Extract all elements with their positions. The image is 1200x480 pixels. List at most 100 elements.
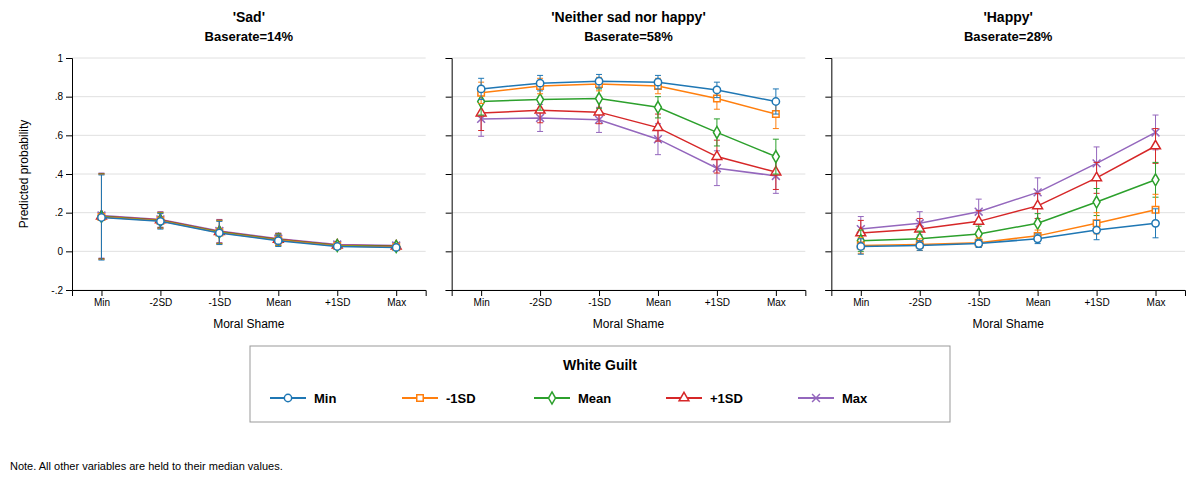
grid-line [831,174,1185,175]
point [857,243,864,250]
error-bar [1094,189,1100,216]
y-axis [825,59,832,291]
legend-item: Mean [534,391,611,406]
x-axis-title: Moral Shame [593,317,665,331]
y-axis-line [66,59,73,291]
error-bar [537,75,543,90]
point [157,218,163,224]
y-tick: .2 [55,207,72,218]
grid-line [831,251,1185,252]
panel-title: 'Happy' [983,9,1032,25]
x-tick-label: -2SD [529,297,552,308]
x-tick-mark [160,290,161,296]
x-tick-label: Max [1147,297,1166,308]
x-tick-label: Min [474,297,490,308]
y-tick-label: .2 [55,207,64,218]
grid-line [452,174,806,175]
point [334,243,340,249]
error-bar [157,214,163,229]
x-tick: Min [94,290,110,308]
error-bar [655,97,661,118]
grid-line [452,251,806,252]
y-tick-mark [446,58,452,59]
error-bar [858,239,864,254]
y-tick-mark [66,251,72,252]
error-bar [157,213,163,228]
point [393,240,400,252]
legend-label: Max [842,391,868,406]
chart: 'Sad'Baserate=14%-.20.2.4.6.81Min-2SD-1S… [0,0,1200,480]
legend-marker [284,394,291,401]
y-tick [825,290,831,291]
error-bar [596,89,602,108]
grid-line [831,58,1185,59]
series-line [861,210,1156,246]
y-tick [446,135,452,136]
x-tick: -2SD [909,290,932,308]
y-tick-mark [825,97,831,98]
panel-title: 'Neither sad nor happy' [551,9,705,25]
x-tick: -2SD [150,290,173,308]
plot-area [97,173,402,260]
y-tick-label: 1 [57,53,63,64]
series [97,174,402,259]
point [713,86,720,93]
point [1152,174,1159,186]
point [1093,196,1100,208]
panel-subtitle: Baserate=58% [584,29,673,44]
y-axis-line [446,59,453,291]
x-tick: +1SD [325,290,350,308]
y-tick-mark [66,213,72,214]
x-tick-label: Min [94,297,110,308]
x-tick-label: Max [767,297,786,308]
y-tick-label: 0 [57,246,63,257]
grid-line [72,58,426,59]
x-axis: Min-2SD-1SDMean+1SDMax [452,290,806,308]
error-bar [537,78,543,93]
series [98,173,401,258]
x-axis: Min-2SD-1SDMean+1SDMax [73,290,427,308]
series [857,115,1160,242]
point [654,101,661,113]
x-axis-title: Moral Shame [213,317,285,331]
x-tick-label: -2SD [909,297,932,308]
point [275,237,282,244]
point [772,98,779,105]
x-tick: Mean [1026,290,1051,308]
x-tick-label: Mean [1026,297,1051,308]
point [712,151,722,160]
y-tick: .8 [55,91,72,102]
series [856,129,1161,246]
error-bar [216,220,222,243]
y-tick [825,97,831,98]
panel-subtitle: Baserate=14% [205,29,294,44]
y-tick [446,290,452,291]
x-tick-mark [219,290,220,296]
legend: White GuiltMin-1SDMean+1SDMax [250,346,950,422]
x-tick-mark [396,290,397,296]
error-bar [976,238,982,248]
point [1093,226,1100,233]
x-tick-label: Max [387,297,406,308]
point [1034,235,1041,242]
plot-area [856,115,1161,254]
x-tick: +1SD [1084,290,1109,308]
y-tick-label: .6 [55,130,64,141]
series-line [861,180,1156,241]
x-axis-line [832,291,1186,297]
y-tick-mark [446,251,452,252]
legend-marker [812,394,820,402]
point [536,79,543,86]
note: Note. All other variables are held to th… [10,460,283,472]
x-tick-label: +1SD [1084,297,1109,308]
point [334,243,341,250]
x-tick-mark [540,290,541,296]
x-tick-label: -2SD [150,297,173,308]
x-tick-label: -1SD [208,297,231,308]
error-bar [216,221,222,244]
legend-label: -1SD [446,391,476,406]
error-bar [773,89,779,114]
legend-item: Min [270,391,336,406]
y-tick [825,135,831,136]
y-axis [446,59,453,291]
